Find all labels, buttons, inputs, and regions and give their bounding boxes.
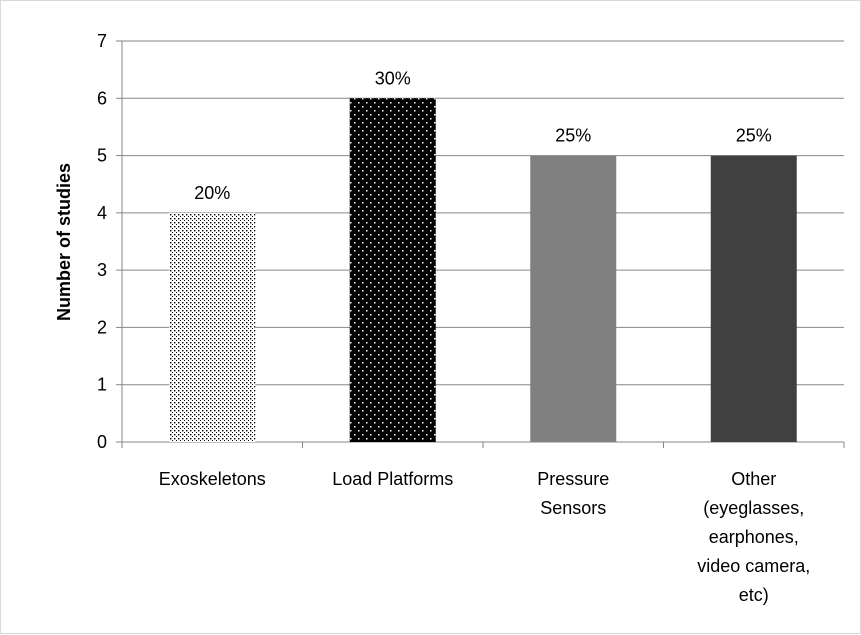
labels: 0 1 2 3 4 5 6 7 20% Exoskeletons 30% Load Platforms…	[97, 31, 810, 605]
y-tick-label: 5	[97, 146, 107, 166]
x-category-label-line: video camera,	[697, 556, 810, 576]
x-category-label-line: Pressure	[537, 469, 609, 489]
bar-1	[349, 98, 436, 443]
x-category-label-0: Exoskeletons	[159, 469, 266, 489]
y-axis-title: Number of studies	[54, 163, 74, 321]
y-tick-label: 2	[97, 317, 107, 337]
x-category-label-line: earphones,	[709, 527, 799, 547]
y-tick-label: 7	[97, 31, 107, 51]
x-category-label-line: Exoskeletons	[159, 469, 266, 489]
x-category-label-3: Other (eyeglasses, earphones, video camera,…	[697, 469, 810, 605]
y-tick-label: 4	[97, 203, 107, 223]
bar-3	[710, 155, 797, 443]
data-label-3: 25%	[736, 126, 772, 146]
y-tick-label: 3	[97, 260, 107, 280]
x-category-label-1: Load Platforms	[332, 469, 453, 489]
bar-2	[530, 155, 617, 443]
x-category-label-line: etc)	[739, 585, 769, 605]
data-label-2: 25%	[555, 126, 591, 146]
x-category-label-2: Pressure Sensors	[537, 469, 609, 518]
data-label-0: 20%	[194, 183, 230, 203]
x-category-label-line: (eyeglasses,	[703, 498, 804, 518]
bar-0	[169, 212, 256, 442]
x-category-label-line: Sensors	[540, 498, 606, 518]
bars	[169, 98, 797, 443]
y-tick-label: 1	[97, 375, 107, 395]
x-category-label-line: Other	[731, 469, 776, 489]
y-tick-label: 0	[97, 432, 107, 452]
data-label-1: 30%	[375, 68, 411, 88]
x-category-label-line: Load Platforms	[332, 469, 453, 489]
y-tick-label: 6	[97, 88, 107, 108]
